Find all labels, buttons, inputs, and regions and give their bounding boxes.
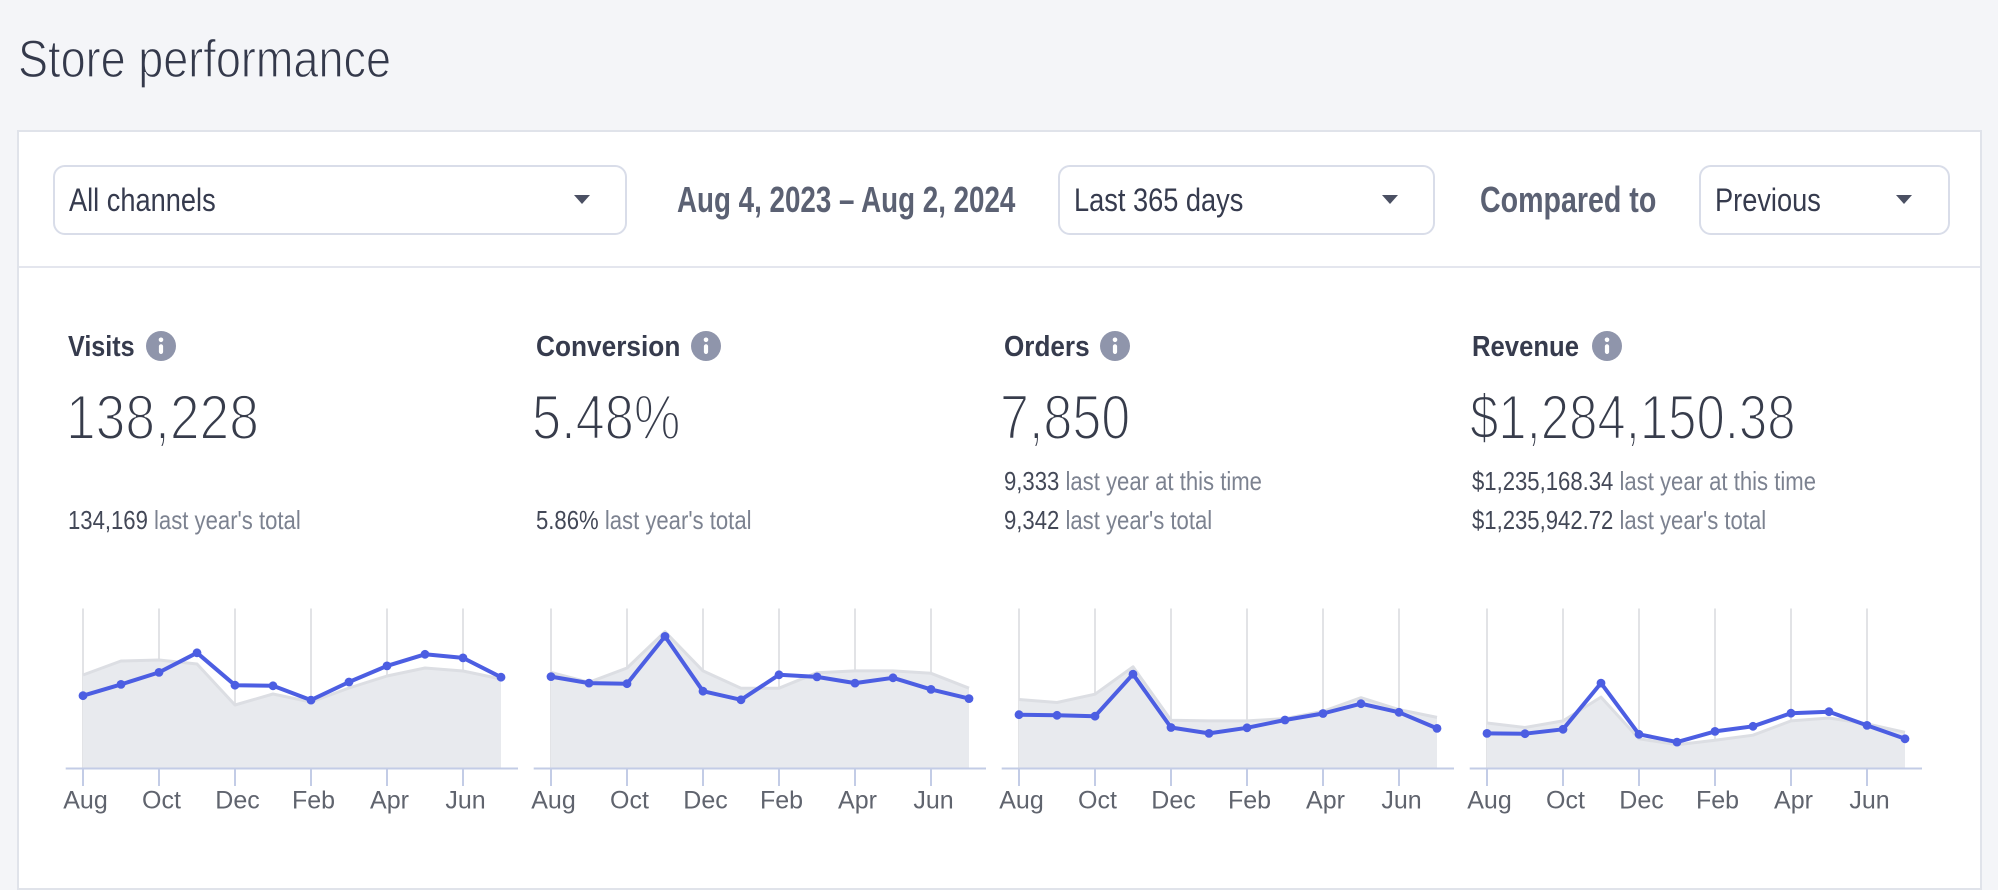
svg-text:Oct: Oct xyxy=(1546,787,1585,815)
svg-text:Feb: Feb xyxy=(1228,787,1271,815)
svg-text:Feb: Feb xyxy=(760,787,803,815)
svg-text:Feb: Feb xyxy=(292,787,335,815)
svg-text:Aug: Aug xyxy=(1467,787,1511,815)
svg-text:Oct: Oct xyxy=(142,787,181,815)
svg-text:Aug: Aug xyxy=(63,787,107,815)
svg-text:Feb: Feb xyxy=(1696,787,1739,815)
svg-text:Apr: Apr xyxy=(1306,787,1345,815)
svg-text:Dec: Dec xyxy=(1151,787,1195,815)
svg-text:Jun: Jun xyxy=(913,787,953,815)
svg-text:Aug: Aug xyxy=(531,787,575,815)
svg-text:Dec: Dec xyxy=(215,787,259,815)
svg-text:Aug: Aug xyxy=(999,787,1043,815)
svg-text:Jun: Jun xyxy=(1381,787,1421,815)
svg-text:Dec: Dec xyxy=(683,787,727,815)
svg-text:Apr: Apr xyxy=(838,787,877,815)
svg-text:Oct: Oct xyxy=(610,787,649,815)
svg-text:Apr: Apr xyxy=(1774,787,1813,815)
svg-text:Dec: Dec xyxy=(1619,787,1663,815)
svg-text:Apr: Apr xyxy=(370,787,409,815)
svg-text:Oct: Oct xyxy=(1078,787,1117,815)
svg-text:Jun: Jun xyxy=(1849,787,1889,815)
svg-text:Jun: Jun xyxy=(445,787,485,815)
